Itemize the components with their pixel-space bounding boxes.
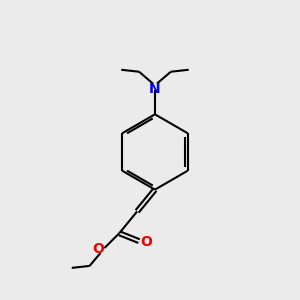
Text: O: O: [140, 235, 152, 249]
Text: N: N: [149, 82, 161, 96]
Text: O: O: [92, 242, 104, 256]
